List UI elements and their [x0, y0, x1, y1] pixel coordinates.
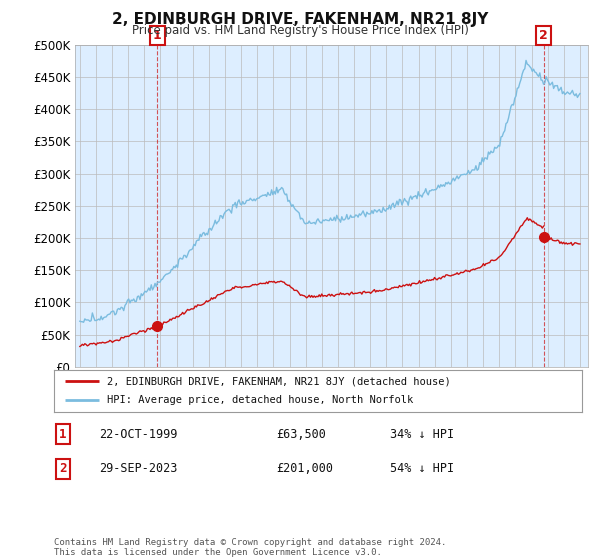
Text: 54% ↓ HPI: 54% ↓ HPI: [390, 462, 454, 475]
Text: £63,500: £63,500: [276, 427, 326, 441]
Text: Contains HM Land Registry data © Crown copyright and database right 2024.
This d: Contains HM Land Registry data © Crown c…: [54, 538, 446, 557]
Text: Price paid vs. HM Land Registry's House Price Index (HPI): Price paid vs. HM Land Registry's House …: [131, 24, 469, 36]
Text: HPI: Average price, detached house, North Norfolk: HPI: Average price, detached house, Nort…: [107, 395, 413, 405]
Text: £201,000: £201,000: [276, 462, 333, 475]
Text: 29-SEP-2023: 29-SEP-2023: [99, 462, 178, 475]
Text: 22-OCT-1999: 22-OCT-1999: [99, 427, 178, 441]
Text: 2, EDINBURGH DRIVE, FAKENHAM, NR21 8JY: 2, EDINBURGH DRIVE, FAKENHAM, NR21 8JY: [112, 12, 488, 27]
Text: 1: 1: [153, 29, 162, 42]
Text: 2, EDINBURGH DRIVE, FAKENHAM, NR21 8JY (detached house): 2, EDINBURGH DRIVE, FAKENHAM, NR21 8JY (…: [107, 376, 451, 386]
Text: 34% ↓ HPI: 34% ↓ HPI: [390, 427, 454, 441]
Text: 2: 2: [59, 462, 67, 475]
Text: 2: 2: [539, 29, 548, 42]
Text: 1: 1: [59, 427, 67, 441]
